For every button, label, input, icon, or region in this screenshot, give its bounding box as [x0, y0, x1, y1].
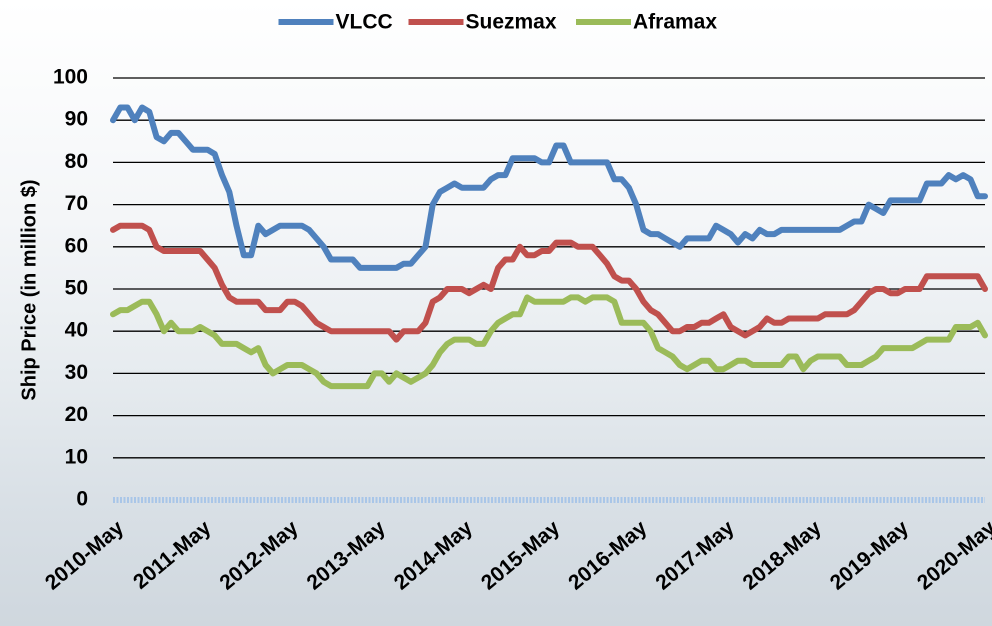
y-tick-label: 30	[65, 361, 88, 384]
y-tick-label: 40	[65, 319, 88, 342]
x-tick-label: 2011-May	[129, 516, 216, 594]
x-tick-label: 2020-May	[913, 516, 992, 595]
y-tick-label: 10	[65, 445, 88, 468]
y-tick-label: 90	[65, 108, 88, 131]
x-tick-label: 2017-May	[651, 516, 738, 595]
x-tick-label: 2010-May	[41, 516, 128, 595]
legend-label: Suezmax	[466, 11, 557, 34]
y-axis-title: Ship Price (in million $)	[18, 179, 40, 400]
y-tick-label: 50	[65, 277, 88, 300]
x-tick-label: 2018-May	[739, 516, 826, 595]
x-tick-label: 2013-May	[303, 516, 390, 595]
y-tick-label: 20	[65, 403, 88, 426]
legend-label: Aframax	[633, 11, 717, 34]
y-tick-label: 0	[76, 488, 88, 511]
x-tick-label: 2019-May	[826, 516, 913, 595]
y-tick-label: 80	[65, 150, 88, 173]
x-tick-label: 2016-May	[564, 516, 651, 595]
legend-label: VLCC	[336, 11, 393, 34]
x-tick-label: 2014-May	[390, 516, 477, 595]
x-tick-label: 2012-May	[215, 516, 302, 595]
y-tick-label: 100	[53, 66, 88, 89]
chart: Ship Price (in million $) 0 10 20 30 40 50 60 7…	[0, 0, 992, 626]
page: {"chart_data": {"type": "line", "y_label…	[0, 0, 992, 626]
series-line	[113, 108, 985, 268]
x-tick-label: 2015-May	[477, 516, 564, 595]
y-tick-label: 70	[65, 192, 88, 215]
y-tick-label: 60	[65, 234, 88, 257]
